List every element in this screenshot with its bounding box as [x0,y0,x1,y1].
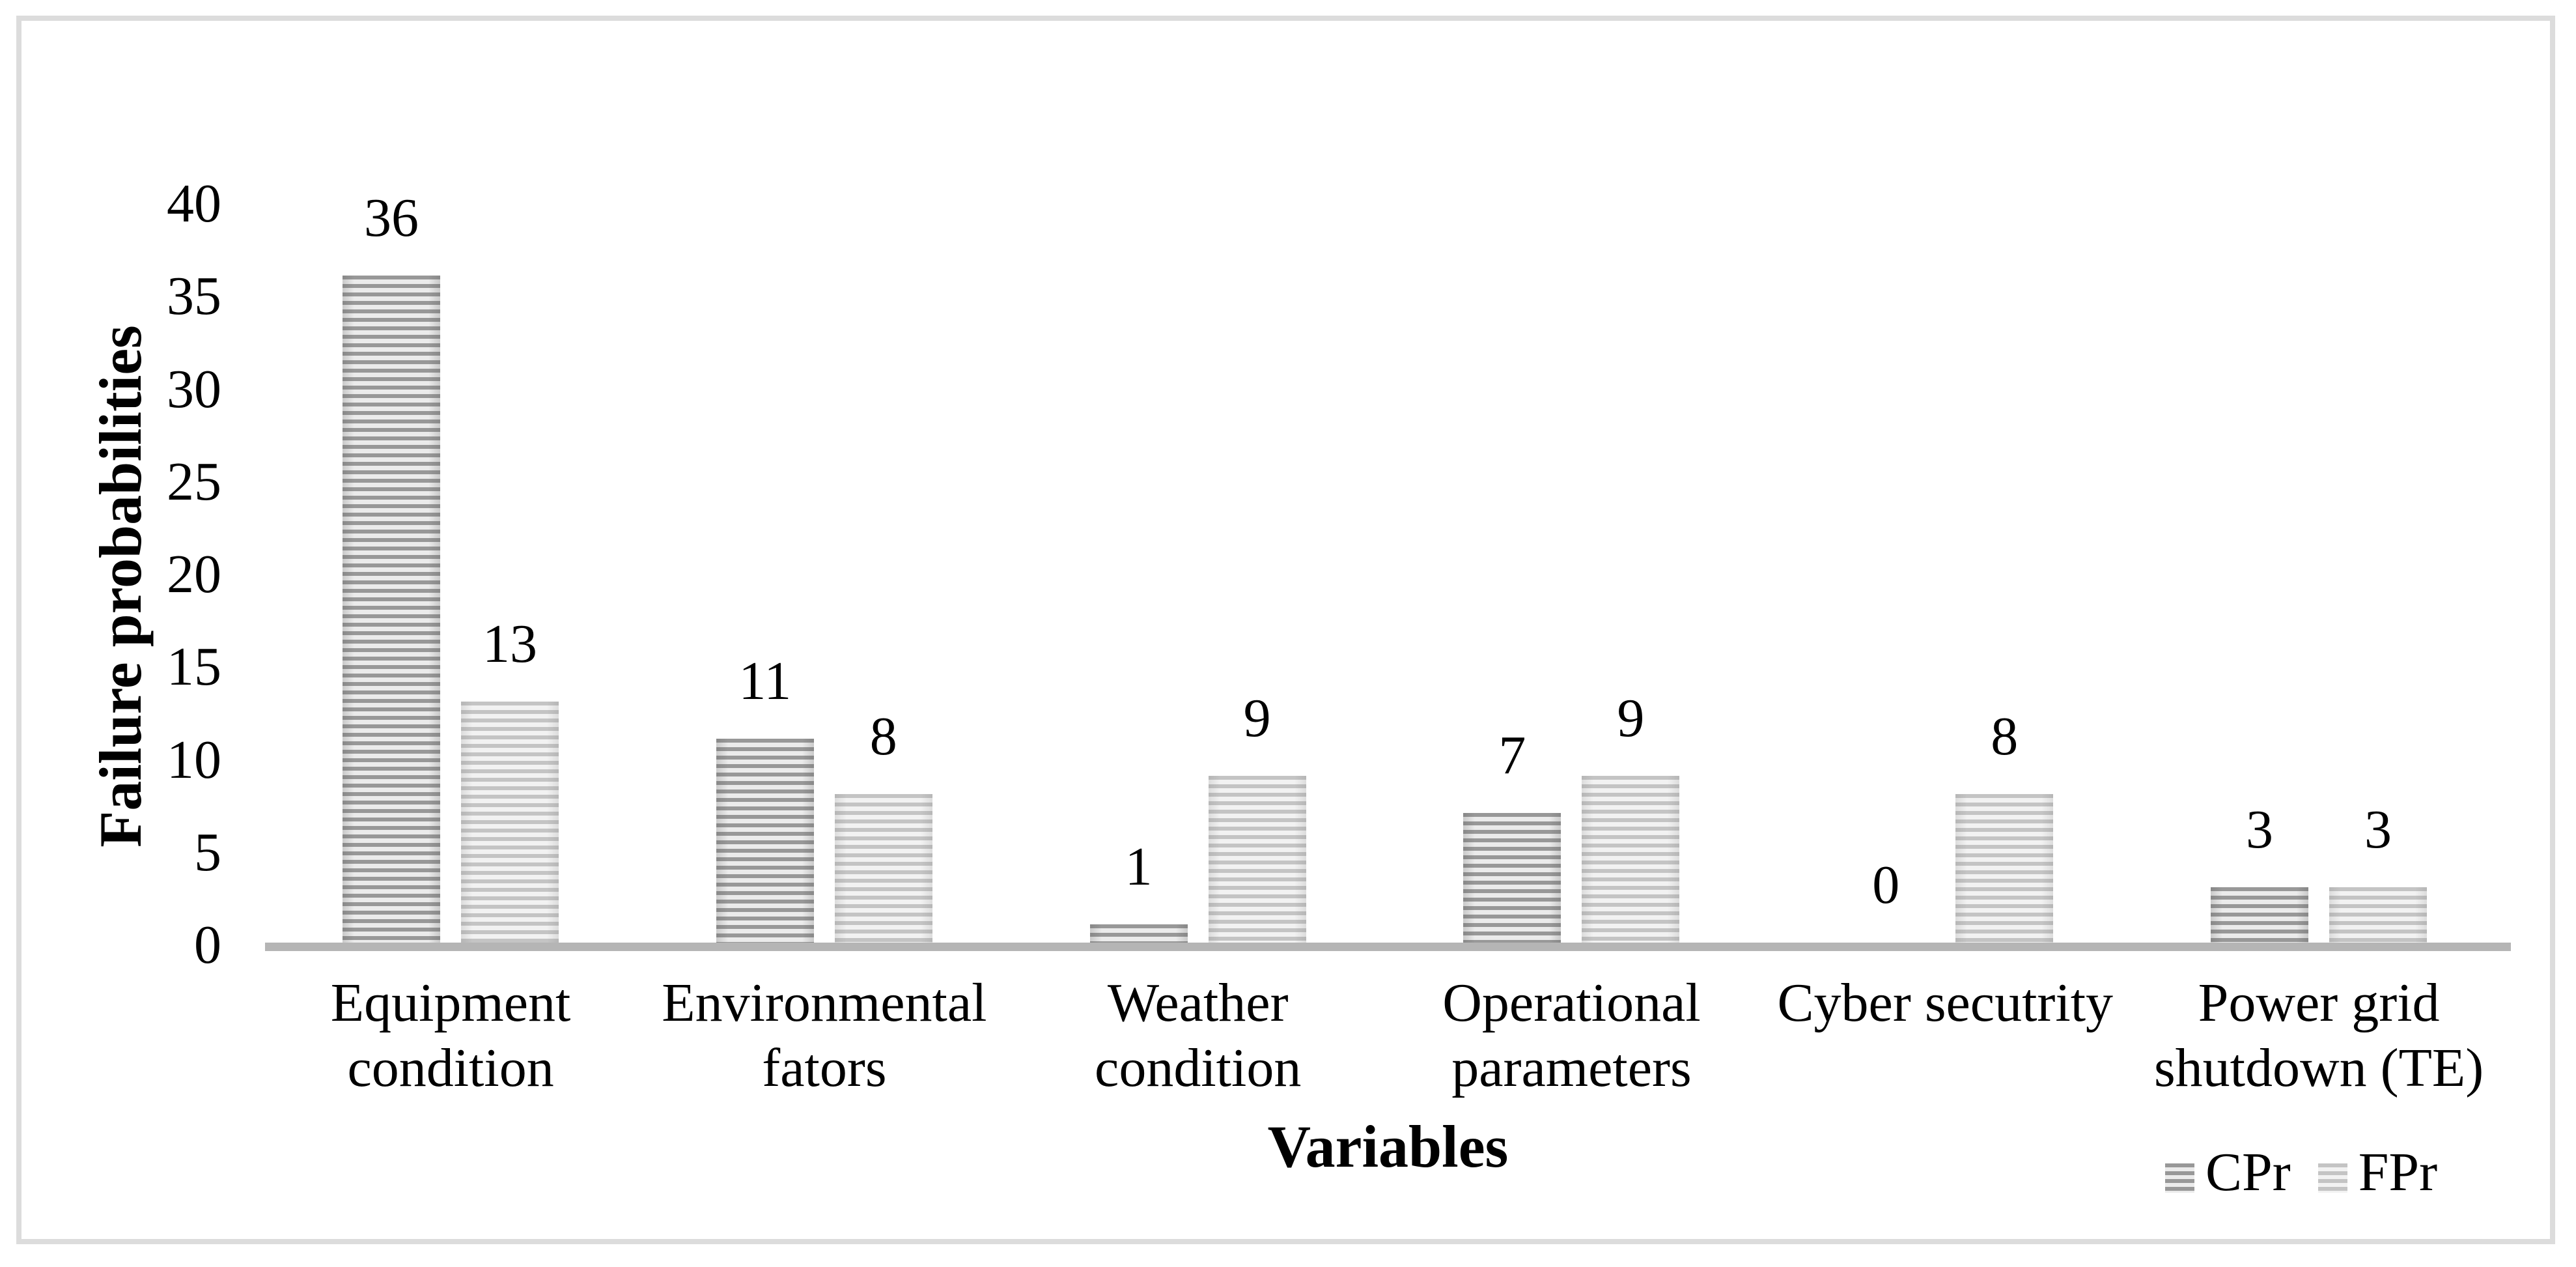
bar-value-label-cpr-weather-condition: 1 [1125,836,1153,897]
x-axis-line [265,943,2511,951]
y-tick-label-35: 35 [167,266,221,327]
y-tick-label-30: 30 [167,358,221,420]
legend-swatch-fpr [2317,1163,2347,1193]
bar-cpr-power-grid-shutdown-te [2211,887,2308,943]
bar-value-label-fpr-environmental-fators: 8 [869,706,897,767]
bar-fpr-equipment-condition [461,702,559,943]
bar-value-label-cpr-equipment-condition: 36 [364,188,419,248]
x-category-label-operational-parameters: Operational parameters [1442,973,1701,1098]
bar-value-label-fpr-equipment-condition: 13 [483,614,537,674]
bar-fpr-operational-parameters [1582,776,1680,943]
y-tick-label-25: 25 [167,451,221,512]
x-category-label-weather-condition: Weather condition [1095,973,1302,1098]
x-category-label-power-grid-shutdown-te: Power grid shutdown (TE) [2153,973,2484,1098]
legend-swatch-cpr [2165,1163,2194,1193]
bar-value-label-fpr-operational-parameters: 9 [1617,688,1645,748]
bar-cpr-operational-parameters [1463,813,1561,943]
x-category-label-equipment-condition: Equipment condition [330,973,571,1098]
y-tick-label-20: 20 [167,544,221,605]
bar-value-label-cpr-environmental-fators: 11 [738,651,792,711]
y-tick-label-0: 0 [194,915,221,975]
y-tick-label-10: 10 [167,729,221,790]
legend: CPr FPr [2165,1145,2437,1200]
bar-cpr-weather-condition [1089,924,1188,943]
x-category-label-cyber-secutrity: Cyber secutrity [1777,973,2114,1033]
y-tick-label-40: 40 [167,173,221,234]
bar-value-label-cpr-cyber-secutrity: 0 [1872,855,1900,915]
bar-cpr-equipment-condition [343,276,440,943]
legend-label-fpr: FPr [2358,1142,2438,1203]
bar-value-label-cpr-operational-parameters: 7 [1498,725,1526,786]
x-category-label-environmental-fators: Environmental fators [662,973,987,1098]
bar-value-label-fpr-weather-condition: 9 [1243,688,1271,748]
x-axis-title: Variables [1267,1113,1509,1180]
legend-label-cpr: CPr [2205,1142,2291,1203]
bar-cpr-environmental-fators [716,739,814,943]
bar-fpr-power-grid-shutdown-te [2329,887,2427,943]
bar-fpr-weather-condition [1208,776,1306,943]
y-tick-label-5: 5 [194,821,221,883]
bar-value-label-fpr-cyber-secutrity: 8 [1991,706,2019,767]
y-tick-label-15: 15 [167,636,221,698]
bar-fpr-environmental-fators [834,794,932,943]
bar-value-label-fpr-power-grid-shutdown-te: 3 [2364,799,2392,860]
bar-value-label-cpr-power-grid-shutdown-te: 3 [2246,799,2273,860]
bar-fpr-cyber-secutrity [1955,794,2054,943]
